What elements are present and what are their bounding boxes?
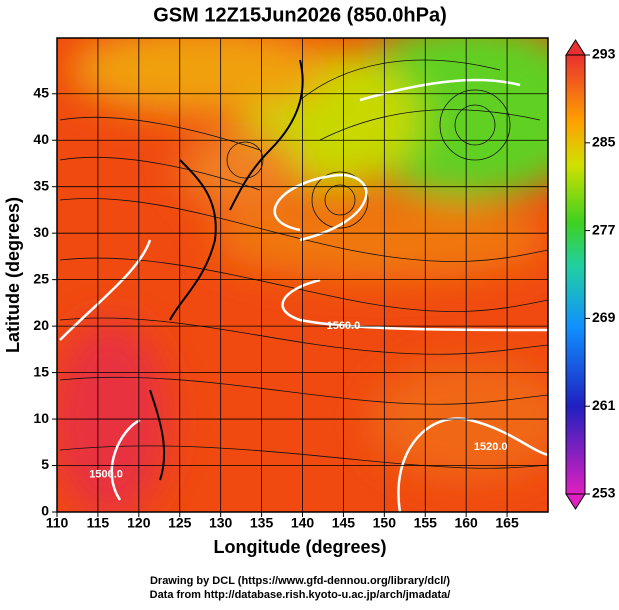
y-tick-label: 45 — [33, 84, 49, 100]
x-tick-label: 135 — [250, 515, 274, 531]
credit-line: Data from http://database.rish.kyoto-u.a… — [150, 589, 451, 601]
colorbar — [565, 54, 586, 495]
x-tick-label: 120 — [127, 515, 151, 531]
credit-line: Drawing by DCL (https://www.gfd-dennou.o… — [150, 575, 450, 587]
map-title: GSM 12Z15Jun2026 (850.0hPa) — [153, 4, 446, 26]
coastlines — [149, 59, 304, 481]
field — [57, 38, 548, 512]
x-tick-label: 160 — [454, 515, 478, 531]
x-tick-label: 110 — [46, 515, 69, 531]
colorbar-tick-label: 277 — [592, 221, 616, 237]
colorbar-tick-label: 253 — [592, 485, 616, 501]
x-tick-label: 155 — [414, 515, 438, 531]
colorbar-tick-label: 269 — [592, 309, 616, 325]
y-tick-label: 30 — [33, 224, 49, 240]
x-tick-label: 145 — [332, 515, 356, 531]
x-tick-label: 150 — [373, 515, 397, 531]
x-tick-label: 130 — [209, 515, 233, 531]
y-tick-label: 20 — [33, 317, 49, 333]
y-tick-label: 25 — [33, 270, 49, 286]
y-tick-label: 35 — [33, 177, 49, 193]
x-axis-label: Longitude (degrees) — [213, 537, 386, 557]
y-tick-label: 0 — [41, 503, 49, 519]
y-tick-label: 40 — [33, 131, 49, 147]
contour-label: 1500.0 — [89, 469, 123, 481]
y-tick-label: 10 — [33, 410, 49, 426]
colorbar-tick-label: 285 — [592, 134, 616, 150]
x-tick-label: 125 — [168, 515, 192, 531]
y-axis-label: Latitude (degrees) — [3, 197, 23, 353]
contour-label: 1560.0 — [327, 320, 361, 332]
x-tick-label: 165 — [495, 515, 519, 531]
colorbar-extend-top — [565, 39, 586, 56]
colorbar-tick-label: 293 — [592, 46, 616, 62]
contour-label: 1520.0 — [474, 441, 508, 453]
grid — [56, 38, 548, 513]
y-tick-label: 15 — [33, 363, 49, 379]
colorbar-extend-bottom — [565, 493, 586, 510]
x-tick-label: 140 — [291, 515, 315, 531]
colorbar-tick-label: 261 — [592, 397, 616, 413]
x-tick-label: 115 — [87, 515, 110, 531]
y-tick-label: 5 — [41, 456, 49, 472]
